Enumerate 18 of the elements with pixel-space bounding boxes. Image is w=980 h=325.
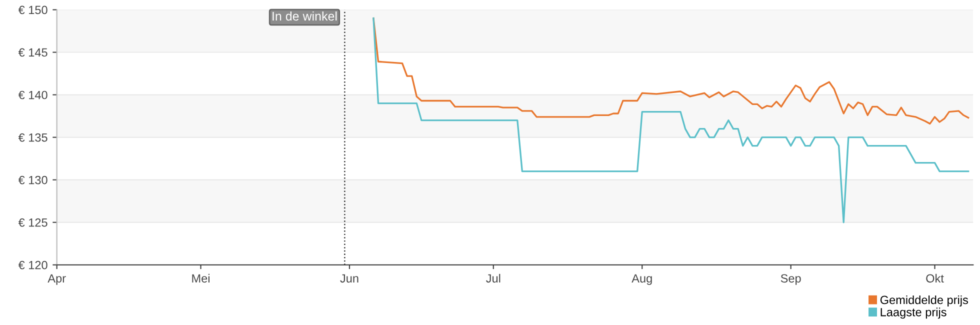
y-tick-label: € 145 <box>18 48 48 57</box>
x-tick-label: Apr <box>48 274 66 285</box>
y-tick-label: € 130 <box>18 176 48 184</box>
x-tick-label: Aug <box>632 274 652 285</box>
x-tick-label: Jul <box>486 274 500 283</box>
ref-line-label: In de winkel <box>272 11 337 21</box>
y-tick-label: € 150 <box>18 6 48 14</box>
legend-label: Laagste prijs <box>880 308 946 319</box>
x-tick-label: Jun <box>340 274 358 283</box>
y-tick-label: € 140 <box>18 90 48 100</box>
x-tick-label: Mei <box>192 274 210 283</box>
line-series <box>372 17 970 224</box>
y-tick-label: € 125 <box>18 218 48 227</box>
x-tick-label: Sep <box>780 274 801 285</box>
y-tick-label: € 120 <box>18 260 48 270</box>
y-tick-label: € 135 <box>18 133 48 142</box>
legend-label: Gemiddelde prijs <box>880 295 968 306</box>
x-tick-label: Okt <box>926 274 944 283</box>
